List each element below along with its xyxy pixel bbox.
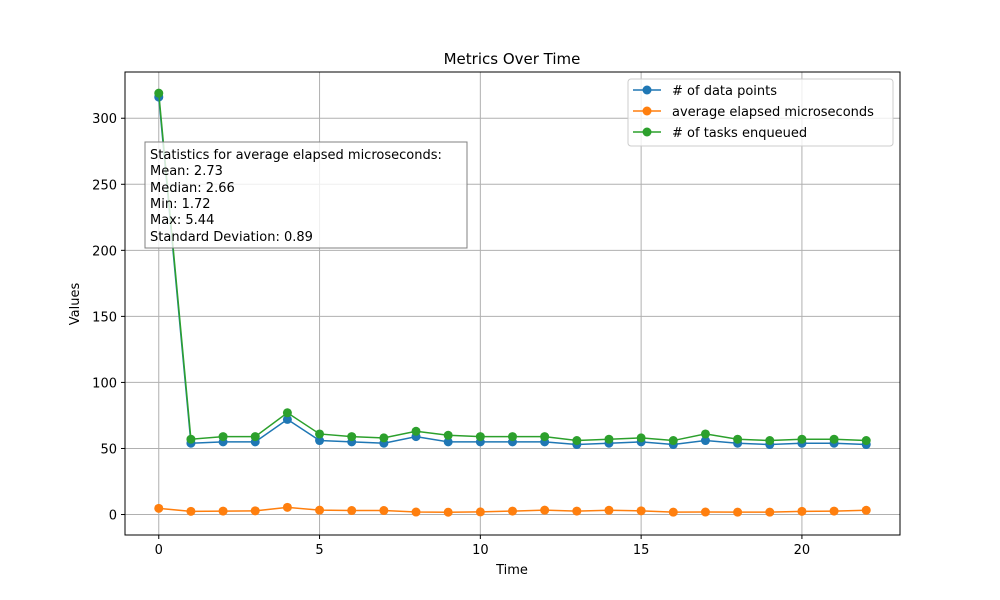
- data-point: [347, 506, 357, 516]
- data-point: [700, 507, 710, 517]
- data-point: [636, 506, 646, 516]
- y-axis-label: Values: [68, 283, 83, 326]
- data-point: [154, 88, 164, 98]
- data-point: [508, 432, 517, 442]
- data-point: [379, 506, 389, 516]
- plot-area-frame: [124, 71, 901, 536]
- stats-box: Statistics for average elapsed microseco…: [144, 141, 468, 249]
- data-point: [443, 437, 453, 447]
- data-point: [250, 506, 260, 516]
- x-tick-label: 20: [794, 543, 811, 558]
- data-point: [797, 434, 807, 444]
- x-tick-label: 0: [155, 543, 163, 558]
- data-point: [765, 507, 775, 517]
- data-point: [282, 502, 292, 512]
- data-point: [733, 507, 743, 517]
- data-point: [604, 505, 614, 515]
- data-point: [443, 507, 453, 517]
- stats-line-std: Standard Deviation: 0.89: [150, 230, 313, 245]
- data-point: [411, 507, 421, 517]
- data-point: [218, 506, 228, 516]
- data-point: [186, 434, 196, 444]
- y-tick-label: 100: [92, 376, 117, 391]
- y-tick-label: 0: [109, 509, 117, 524]
- data-point: [315, 429, 325, 439]
- data-point: [572, 436, 582, 446]
- data-point: [733, 434, 743, 444]
- legend: # of data points average elapsed microse…: [627, 78, 894, 147]
- stats-box-frame: [144, 141, 468, 249]
- data-point: [540, 505, 550, 515]
- legend-swatch-marker-data-points: [642, 85, 652, 95]
- data-point: [668, 507, 678, 517]
- series-2: [154, 88, 871, 446]
- data-point: [282, 414, 292, 424]
- x-tick-label: 15: [633, 543, 650, 558]
- data-point: [636, 433, 646, 443]
- stats-line-max: Max: 5.44: [150, 213, 214, 228]
- data-point: [668, 436, 678, 446]
- stats-line-min: Min: 1.72: [150, 197, 211, 212]
- data-point: [829, 506, 839, 516]
- series-layer: [154, 88, 871, 517]
- x-tick-label: 10: [472, 543, 489, 558]
- data-point: [186, 506, 196, 516]
- stats-line-heading: Statistics for average elapsed microseco…: [150, 148, 442, 163]
- stats-line-median: Median: 2.66: [150, 181, 235, 196]
- data-point: [508, 506, 517, 516]
- data-point: [475, 507, 485, 517]
- data-point: [315, 436, 325, 446]
- data-point: [540, 432, 550, 442]
- data-point: [218, 432, 228, 442]
- legend-swatch-marker-tasks: [642, 127, 652, 137]
- y-tick-label: 200: [92, 244, 117, 259]
- data-point: [797, 506, 807, 516]
- data-point: [315, 505, 325, 515]
- data-point: [572, 506, 582, 516]
- data-point: [347, 432, 357, 442]
- x-tick-label: 5: [315, 543, 323, 558]
- x-axis-label: Time: [495, 563, 528, 578]
- data-point: [250, 432, 260, 442]
- data-point: [829, 434, 839, 444]
- data-point: [604, 434, 614, 444]
- y-tick-label: 150: [92, 310, 117, 325]
- data-point: [475, 432, 485, 442]
- y-tick-label: 300: [92, 112, 117, 127]
- legend-label-tasks: # of tasks enqueued: [672, 126, 807, 141]
- stats-line-mean: Mean: 2.73: [150, 164, 223, 179]
- legend-label-data-points: # of data points: [672, 84, 777, 99]
- data-point: [411, 426, 421, 436]
- data-point: [765, 436, 775, 446]
- data-point: [443, 430, 453, 440]
- legend-frame: [627, 78, 894, 147]
- legend-label-elapsed: average elapsed microseconds: [672, 105, 874, 120]
- data-point: [700, 436, 710, 446]
- y-tick-label: 250: [92, 178, 117, 193]
- legend-swatch-marker-elapsed: [642, 106, 652, 116]
- y-tick-label: 50: [100, 442, 117, 457]
- data-point: [154, 503, 164, 513]
- data-point: [379, 433, 389, 443]
- data-point: [861, 505, 871, 515]
- data-point: [861, 436, 871, 446]
- series-1: [154, 502, 871, 517]
- chart-title: Metrics Over Time: [444, 50, 581, 68]
- data-point: [700, 429, 710, 439]
- data-point: [282, 408, 292, 418]
